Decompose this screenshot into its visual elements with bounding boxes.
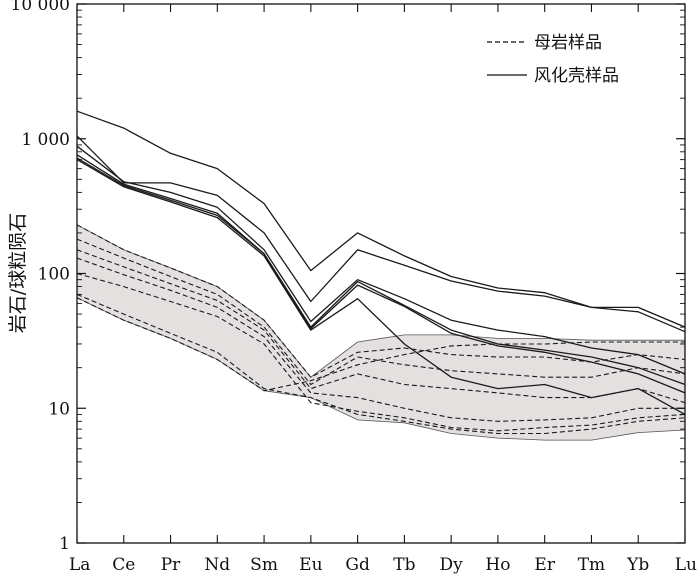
weathered-sample-line-1 [76, 135, 686, 333]
legend: 母岩样品 风化壳样品 [487, 33, 619, 86]
x-tick-label-Eu: Eu [299, 555, 322, 575]
parent-sample-line-7 [76, 238, 686, 386]
legend-label-weathered: 风化壳样品 [534, 66, 619, 86]
x-tick-label-Tm: Tm [578, 555, 605, 575]
y-axis: 1 10 100 1 000 10 000 [11, 0, 685, 554]
y-tick-label: 100 [38, 265, 70, 285]
weathered-sample-line-5 [76, 159, 686, 415]
parent-sample-line-8 [76, 249, 686, 404]
legend-label-parent: 母岩样品 [534, 33, 602, 53]
weathered-sample-line-3 [76, 154, 686, 386]
x-tick-label-Sm: Sm [250, 555, 278, 575]
x-tick-label-Dy: Dy [440, 555, 464, 575]
parent-sample-line-11 [76, 297, 685, 392]
y-tick-label: 10 [48, 399, 70, 419]
y-axis-title: 岩石/球粒陨石 [7, 213, 29, 333]
parent-sample-line-10 [76, 272, 686, 432]
weathered-sample-line-2 [76, 145, 686, 375]
weathered-sample-line-4 [76, 157, 686, 394]
y-tick-label: 1 [59, 534, 70, 554]
x-tick-label-Lu: Lu [675, 555, 697, 575]
x-axis: La Ce Pr Nd Sm Eu Gd Tb Dy Ho Er Tm Yb Lu [69, 4, 697, 575]
x-tick-label-Ho: Ho [485, 555, 510, 575]
x-tick-label-Nd: Nd [204, 555, 230, 575]
x-tick-label-Pr: Pr [161, 555, 181, 575]
x-tick-label-Tb: Tb [393, 555, 415, 575]
x-tick-label-Ce: Ce [112, 555, 135, 575]
x-tick-label-Yb: Yb [626, 555, 649, 575]
series-layer [76, 110, 686, 435]
parent-sample-line-6 [76, 224, 686, 378]
parent-sample-line-9 [76, 257, 685, 422]
x-tick-label-Gd: Gd [345, 555, 370, 575]
y-tick-label: 1 000 [21, 130, 70, 150]
x-tick-label-Er: Er [534, 555, 555, 575]
x-tick-label-La: La [69, 555, 90, 575]
parent-sample-line-12 [76, 293, 686, 435]
y-tick-label: 10 000 [11, 0, 70, 15]
